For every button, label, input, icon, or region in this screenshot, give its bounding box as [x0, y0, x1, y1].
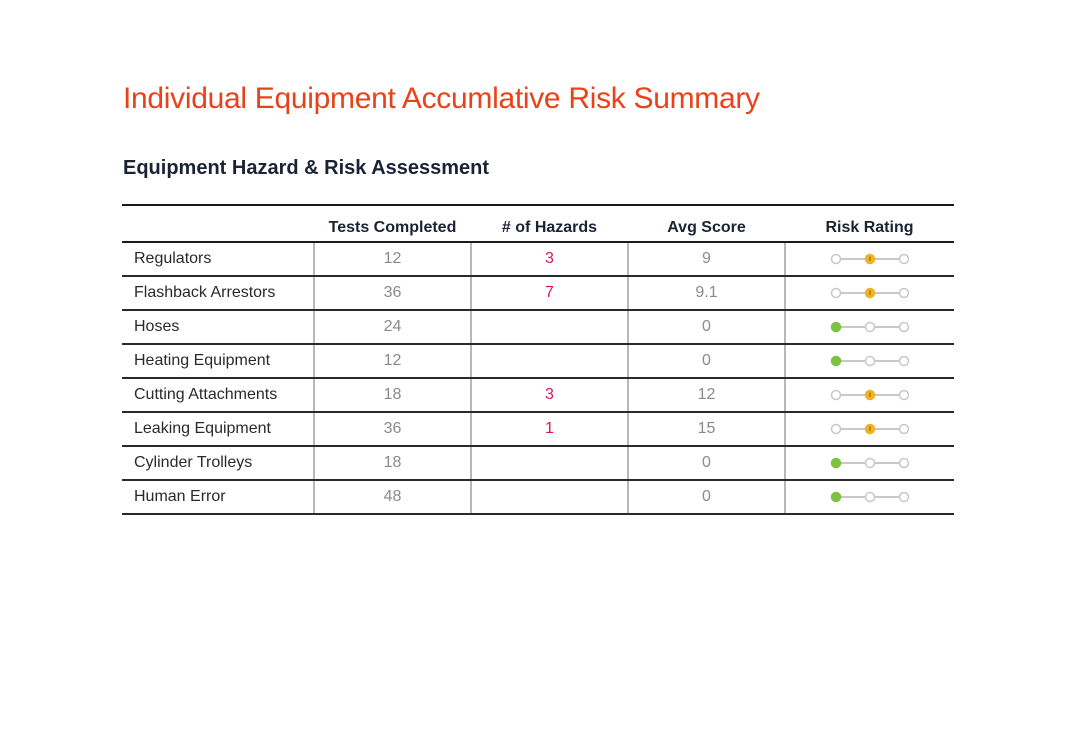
tests-completed: 18 [313, 378, 471, 413]
hazard-count: 1 [470, 412, 628, 447]
header-avg-score: Avg Score [628, 204, 785, 243]
page-title: Individual Equipment Accumlative Risk Su… [123, 82, 760, 115]
risk-rating-low-icon [830, 321, 910, 333]
avg-score: 0 [627, 310, 785, 345]
hazard-count: 3 [470, 242, 628, 277]
header-equipment [122, 204, 314, 243]
risk-assessment-table: Tests Completed # of Hazards Avg Score R… [122, 204, 954, 515]
table-row: Heating Equipment 12 0 [122, 344, 954, 379]
hazard-count [470, 446, 628, 481]
table-row: Leaking Equipment 36 1 15 [122, 412, 954, 447]
tests-completed: 36 [313, 412, 471, 447]
avg-score: 9.1 [627, 276, 785, 311]
table-row: Flashback Arrestors 36 7 9.1 [122, 276, 954, 311]
hazard-count [470, 480, 628, 515]
tests-completed: 12 [313, 344, 471, 379]
table-row: Cylinder Trolleys 18 0 [122, 446, 954, 481]
risk-rating-cell [784, 276, 954, 311]
risk-rating-cell [784, 412, 954, 447]
header-risk-rating: Risk Rating [785, 204, 954, 243]
risk-rating-cell [784, 242, 954, 277]
equipment-name: Heating Equipment [122, 344, 314, 379]
risk-rating-cell [784, 344, 954, 379]
risk-rating-cell [784, 378, 954, 413]
hazard-count: 7 [470, 276, 628, 311]
risk-rating-low-icon [830, 457, 910, 469]
tests-completed: 24 [313, 310, 471, 345]
avg-score: 9 [627, 242, 785, 277]
header-hazards: # of Hazards [471, 204, 628, 243]
tests-completed: 48 [313, 480, 471, 515]
tests-completed: 12 [313, 242, 471, 277]
hazard-count: 3 [470, 378, 628, 413]
equipment-name: Cylinder Trolleys [122, 446, 314, 481]
risk-rating-cell [784, 480, 954, 515]
risk-rating-medium-icon [830, 287, 910, 299]
hazard-count [470, 344, 628, 379]
risk-rating-low-icon [830, 491, 910, 503]
table-row: Regulators 12 3 9 [122, 242, 954, 277]
table-row: Hoses 24 0 [122, 310, 954, 345]
risk-rating-medium-icon [830, 253, 910, 265]
avg-score: 0 [627, 480, 785, 515]
table-header-row: Tests Completed # of Hazards Avg Score R… [122, 204, 954, 243]
risk-rating-medium-icon [830, 389, 910, 401]
tests-completed: 18 [313, 446, 471, 481]
avg-score: 12 [627, 378, 785, 413]
section-title: Equipment Hazard & Risk Assessment [123, 157, 490, 179]
avg-score: 0 [627, 344, 785, 379]
table-row: Human Error 48 0 [122, 480, 954, 515]
table-row: Cutting Attachments 18 3 12 [122, 378, 954, 413]
header-tests-completed: Tests Completed [314, 204, 471, 243]
risk-rating-cell [784, 310, 954, 345]
equipment-name: Hoses [122, 310, 314, 345]
avg-score: 15 [627, 412, 785, 447]
equipment-name: Flashback Arrestors [122, 276, 314, 311]
equipment-name: Human Error [122, 480, 314, 515]
equipment-name: Leaking Equipment [122, 412, 314, 447]
risk-rating-cell [784, 446, 954, 481]
avg-score: 0 [627, 446, 785, 481]
equipment-name: Cutting Attachments [122, 378, 314, 413]
hazard-count [470, 310, 628, 345]
risk-rating-low-icon [830, 355, 910, 367]
risk-rating-medium-icon [830, 423, 910, 435]
equipment-name: Regulators [122, 242, 314, 277]
tests-completed: 36 [313, 276, 471, 311]
